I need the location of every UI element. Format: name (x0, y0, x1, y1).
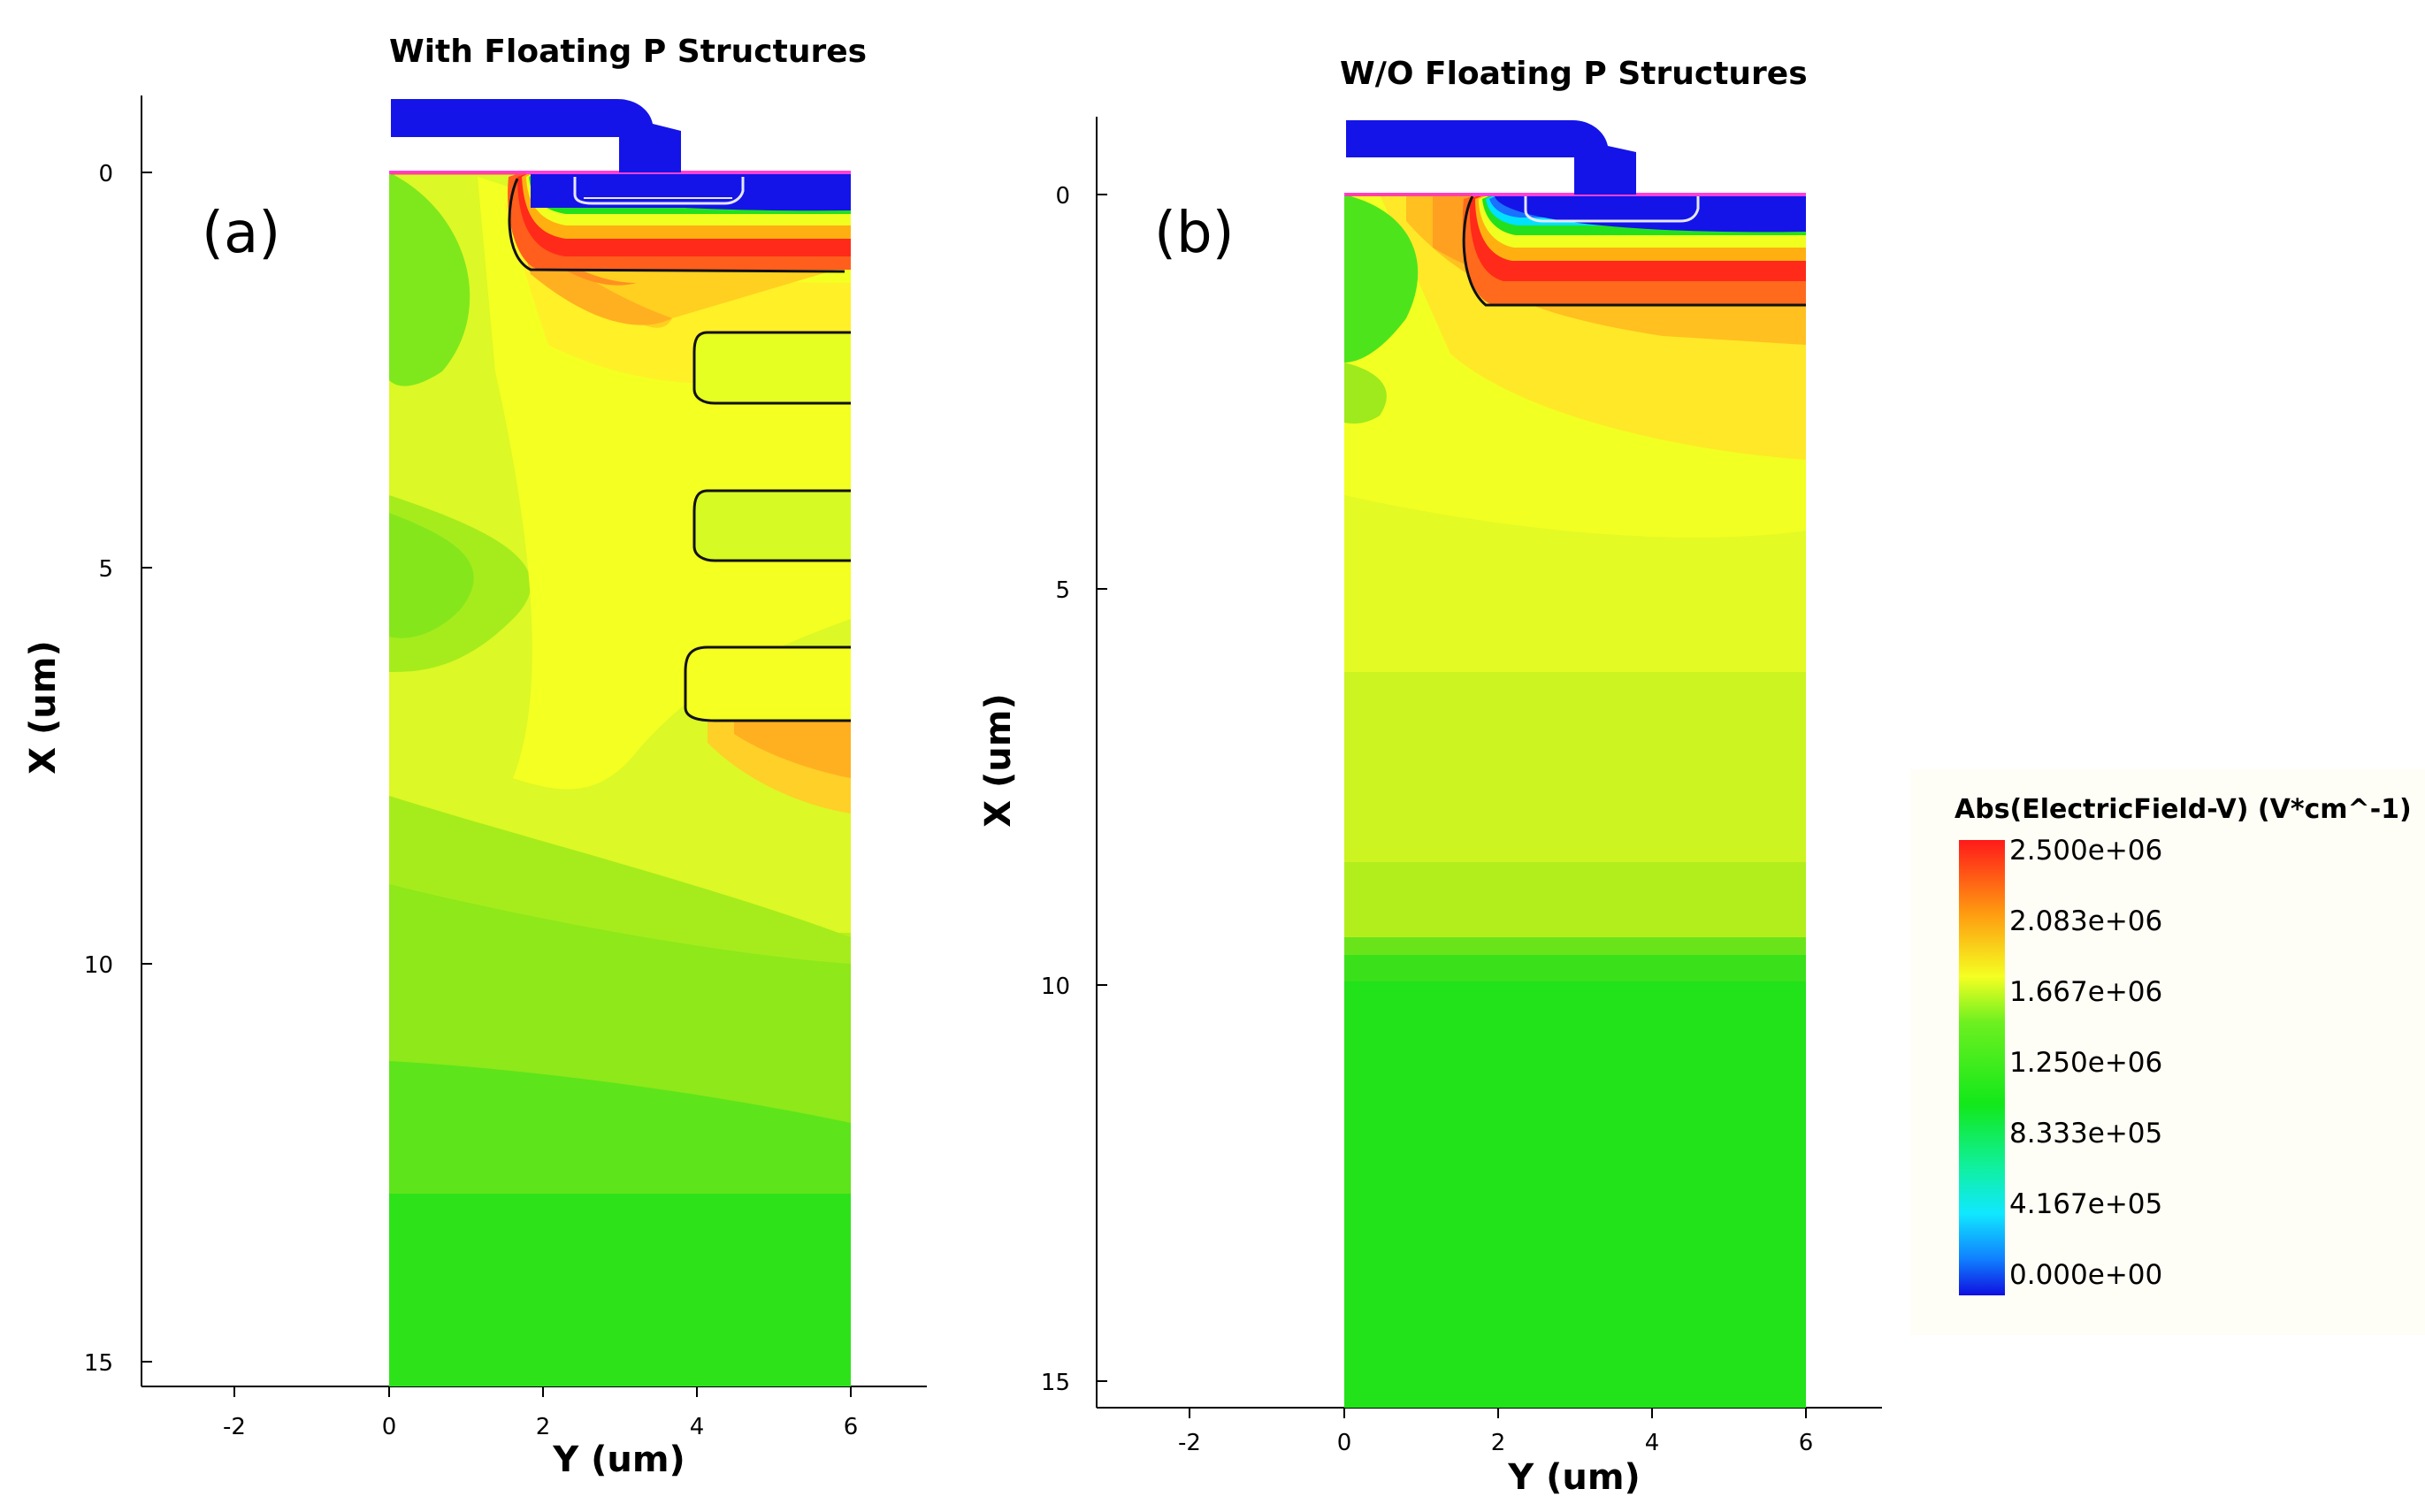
legend-title: Abs(ElectricField-V) (V*cm^-1) (1955, 794, 2412, 825)
panel-a-ytick-0: 0 (98, 161, 113, 187)
panel-b-ytick-5: 5 (1055, 577, 1070, 604)
panel-b-ylabel: X (um) (978, 693, 1019, 827)
panel-a-y-ticks: 0 5 10 15 (84, 161, 152, 1377)
panel-a-label: (a) (202, 201, 280, 266)
panel-b-xtick-2: 2 (1491, 1430, 1506, 1456)
panel-b-x-ticks: -2 0 2 4 6 (1178, 1408, 1813, 1456)
panel-b-gate-electrode (1346, 120, 1636, 195)
panel-b-xtick-0: 0 (1337, 1430, 1352, 1456)
panel-b-ytick-10: 10 (1041, 974, 1070, 1000)
panel-b-xtick-4: 4 (1645, 1430, 1660, 1456)
panel-a-xtick-2: 2 (536, 1414, 551, 1440)
panel-a-xlabel: Y (um) (552, 1439, 685, 1480)
panel-a-xtick-6: 6 (844, 1414, 859, 1440)
panel-a-gate-region (508, 172, 851, 273)
legend-label-4: 8.333e+05 (2009, 1118, 2162, 1149)
colorbar-legend: Abs(ElectricField-V) (V*cm^-1) 2.500e+06… (1910, 769, 2425, 1335)
panel-b-xlabel: Y (um) (1507, 1457, 1641, 1498)
panel-a-title: With Floating P Structures (389, 34, 867, 70)
panel-a-xtick-0: 0 (382, 1414, 397, 1440)
legend-label-5: 4.167e+05 (2009, 1188, 2162, 1220)
legend-label-6: 0.000e+00 (2009, 1259, 2162, 1291)
legend-label-1: 2.083e+06 (2009, 905, 2162, 937)
panel-a-xtick-m2: -2 (223, 1414, 246, 1440)
panel-b-y-ticks: 0 5 10 15 (1041, 183, 1107, 1396)
legend-label-0: 2.500e+06 (2009, 835, 2162, 867)
panel-b-ytick-15: 15 (1041, 1370, 1070, 1396)
panel-a-xtick-4: 4 (690, 1414, 705, 1440)
panel-b: W/O Floating P Structures (978, 56, 1882, 1498)
legend-label-2: 1.667e+06 (2009, 976, 2162, 1008)
panel-a: With Floating P Structures (23, 34, 927, 1480)
panel-b-xtick-m2: -2 (1178, 1430, 1201, 1456)
panel-a-ylabel: X (um) (23, 640, 64, 774)
panel-a-ytick-5: 5 (98, 556, 113, 583)
panel-a-field-map (389, 172, 851, 1386)
panel-a-gate-electrode (391, 99, 681, 172)
panel-b-gate-region (1462, 195, 1806, 307)
panel-b-title: W/O Floating P Structures (1340, 56, 1808, 92)
panel-b-ytick-0: 0 (1055, 183, 1070, 210)
panel-b-label: (b) (1154, 201, 1235, 266)
panel-a-x-ticks: -2 0 2 4 6 (223, 1386, 858, 1440)
panel-a-floating-p (684, 331, 851, 722)
panel-a-ytick-15: 15 (84, 1350, 113, 1377)
panel-a-ytick-10: 10 (84, 952, 113, 979)
legend-label-3: 1.250e+06 (2009, 1047, 2162, 1079)
panel-b-xtick-6: 6 (1799, 1430, 1814, 1456)
panel-b-field-map (1344, 195, 1806, 1408)
colorbar (1959, 840, 2005, 1295)
